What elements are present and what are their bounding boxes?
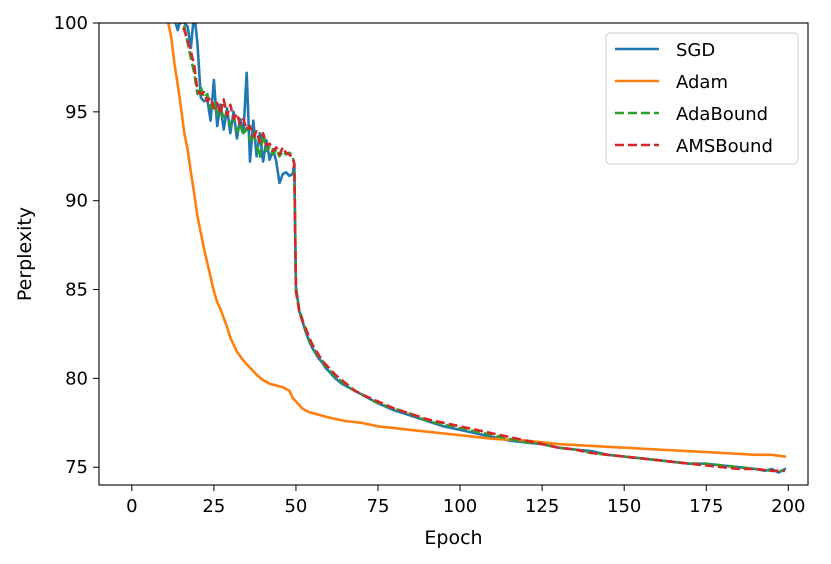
y-tick-label: 95 <box>65 102 88 123</box>
y-tick-label: 80 <box>65 368 88 389</box>
x-tick-label: 25 <box>202 496 225 517</box>
legend-box <box>605 32 799 165</box>
x-tick-label: 0 <box>126 496 137 517</box>
plot-frame <box>98 22 809 486</box>
x-tick-label: 75 <box>367 496 390 517</box>
y-tick-label: 100 <box>54 13 88 34</box>
series-line-amsbound <box>179 23 785 473</box>
x-tick-label: 125 <box>525 496 559 517</box>
x-tick-label: 150 <box>607 496 641 517</box>
x-tick-label: 200 <box>771 496 805 517</box>
y-tick-label: 85 <box>65 280 88 301</box>
y-tick-label: 90 <box>65 191 88 212</box>
x-tick-label: 100 <box>443 496 477 517</box>
y-axis-label: Perplexity <box>14 207 36 301</box>
y-axis: 75 80 85 90 95 100 <box>54 13 99 478</box>
legend-label-sgd: SGD <box>676 40 715 61</box>
legend-label-amsbound: AMSBound <box>676 136 773 157</box>
x-tick-label: 175 <box>689 496 723 517</box>
y-tick-label: 75 <box>65 457 88 478</box>
x-axis-label: Epoch <box>424 527 482 549</box>
x-tick-label: 50 <box>284 496 307 517</box>
series-layer <box>166 23 787 474</box>
legend-label-adabound: AdaBound <box>676 104 768 125</box>
x-axis: 0 25 50 75 100 125 150 175 200 <box>126 485 805 517</box>
legend: SGD Adam AdaBound AMSBound <box>605 32 799 165</box>
legend-label-adam: Adam <box>676 72 728 93</box>
